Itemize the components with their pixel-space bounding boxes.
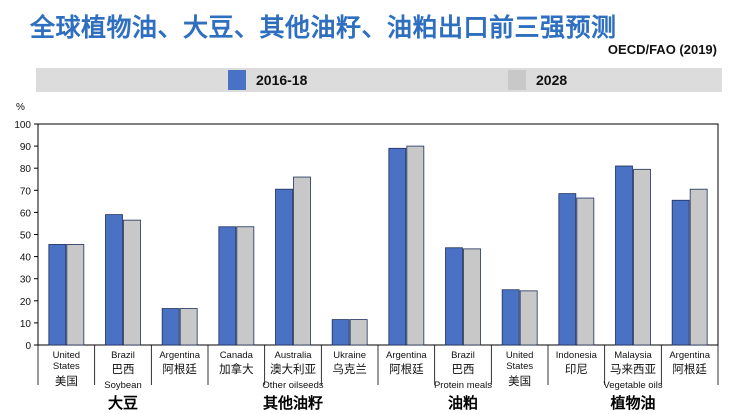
category-label-en: Australia [275, 350, 313, 361]
bar-2028-11 [689, 188, 708, 346]
category-label-en: States [53, 361, 80, 372]
y-tick-label: 20 [20, 297, 32, 308]
category-label-zh: 马来西亚 [610, 363, 656, 376]
group-label-zh: 大豆 [108, 394, 138, 412]
group-label-en: Other oilseeds [262, 380, 324, 391]
bar-2028-9 [576, 197, 595, 346]
source-label: OECD/FAO (2019) [607, 42, 717, 57]
legend-swatch-2016-18 [228, 70, 246, 90]
bar-2028-6 [406, 145, 425, 346]
y-tick-label: 70 [20, 186, 32, 197]
bar-2028-4 [293, 176, 311, 346]
category-label-en: Canada [220, 350, 254, 361]
category-label-en: Malaysia [614, 350, 652, 361]
legend: 2016-18 2028 [36, 68, 722, 92]
bar-2016-18-2 [161, 308, 180, 346]
legend-swatch-2028 [508, 70, 526, 90]
category-label-en: United [53, 350, 80, 361]
category-label-zh: 乌克兰 [332, 362, 367, 376]
y-tick-label: 10 [20, 319, 32, 330]
bar-2028-5 [349, 319, 368, 346]
y-tick-label: 60 [20, 208, 32, 219]
legend-label-2028: 2028 [536, 72, 568, 88]
legend-label-2016-18: 2016-18 [256, 72, 308, 88]
category-label-en: Indonesia [556, 350, 598, 361]
bar-2028-1 [123, 219, 141, 346]
category-label-zh: 阿根廷 [389, 362, 424, 376]
bar-2028-7 [463, 248, 481, 346]
group-label-en: Soybean [104, 380, 142, 391]
group-label-zh: 油粕 [448, 394, 478, 412]
y-tick-label: 50 [20, 231, 32, 242]
y-tick-label: 0 [25, 341, 31, 352]
bar-2016-18-7 [445, 247, 463, 346]
category-label-zh: 印尼 [565, 363, 588, 376]
bar-2016-18-3 [218, 226, 237, 346]
category-label-en: Argentina [669, 350, 710, 361]
y-tick-label: 30 [20, 275, 32, 286]
bar-2016-18-4 [275, 188, 293, 346]
y-tick-label: 90 [20, 142, 32, 153]
bar-2028-2 [179, 308, 198, 346]
category-label-en: United [506, 350, 533, 361]
category-label-en: Brazil [111, 350, 135, 361]
category-label-zh: 巴西 [112, 364, 135, 376]
category-label-zh: 澳大利亚 [270, 362, 316, 376]
bar-2028-8 [519, 290, 538, 346]
category-label-zh: 巴西 [452, 364, 475, 376]
category-label-zh: 阿根廷 [162, 362, 197, 376]
bar-2016-18-8 [501, 289, 520, 346]
y-axis-unit: % [16, 102, 25, 113]
bar-2016-18-9 [558, 193, 577, 346]
legend-item-2016-18: 2016-18 [228, 70, 307, 90]
y-tick-label: 40 [20, 253, 32, 264]
bar-2028-10 [633, 168, 651, 346]
bar-2016-18-11 [671, 199, 690, 346]
group-label-zh: 植物油 [610, 394, 655, 412]
legend-item-2028: 2028 [508, 70, 567, 90]
group-label-en: Vegetable oils [603, 380, 662, 391]
y-tick-label: 100 [14, 120, 31, 131]
category-label-en: Brazil [451, 350, 475, 361]
bar-2016-18-1 [105, 214, 123, 346]
bar-2028-0 [66, 244, 85, 346]
bar-2028-3 [236, 226, 255, 346]
category-label-en: States [506, 361, 533, 372]
bar-2016-18-6 [388, 147, 407, 346]
category-label-en: Argentina [386, 350, 427, 361]
category-label-zh: 加拿大 [219, 362, 254, 376]
bar-2016-18-0 [48, 244, 67, 346]
group-label-en: Protein meals [434, 380, 492, 391]
category-label-en: Ukraine [333, 350, 366, 361]
y-tick-label: 80 [20, 164, 32, 175]
bar-2016-18-5 [331, 319, 350, 346]
page-title: 全球植物油、大豆、其他油籽、油粕出口前三强预测 [30, 13, 617, 42]
category-label-zh: 美国 [55, 374, 78, 388]
group-label-zh: 其他油籽 [263, 394, 323, 412]
bar-2016-18-10 [615, 165, 633, 346]
category-label-zh: 阿根廷 [672, 362, 707, 376]
category-label-en: Argentina [159, 350, 200, 361]
category-label-zh: 美国 [508, 374, 531, 388]
